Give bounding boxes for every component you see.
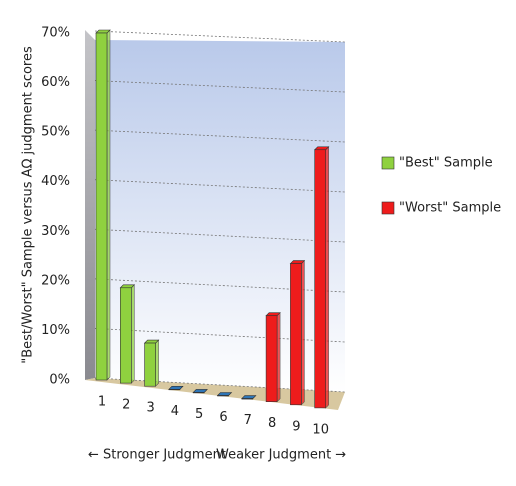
y-tick-label: 50% — [41, 125, 70, 140]
bar — [95, 29, 111, 381]
bar — [192, 389, 208, 394]
y-tick-label: 20% — [41, 273, 70, 288]
legend-swatch — [381, 156, 395, 170]
grid-line — [94, 129, 346, 143]
x-tick-label: 1 — [98, 395, 106, 410]
y-tick-label: 10% — [41, 323, 70, 338]
bar-front — [314, 149, 327, 409]
grid-line — [94, 30, 346, 43]
x-tick-label: 9 — [292, 419, 300, 434]
bar-front — [217, 395, 229, 397]
bar-side — [131, 284, 135, 384]
bar — [265, 311, 281, 403]
grid-line — [94, 179, 346, 193]
x-note-left: ← Stronger Judgment — [88, 448, 226, 463]
grid-line — [94, 80, 346, 93]
bar — [143, 339, 160, 387]
y-tick-label: 30% — [41, 224, 70, 239]
bar-front — [168, 388, 181, 391]
bar — [168, 385, 184, 391]
bar — [119, 284, 136, 384]
bar — [313, 146, 330, 409]
bar-side — [276, 311, 281, 403]
x-tick-label: 5 — [195, 407, 203, 422]
side-wall — [85, 30, 95, 380]
x-tick-label: 7 — [244, 413, 252, 428]
y-tick-label: 60% — [41, 75, 70, 90]
bar-side — [325, 146, 330, 409]
x-tick-label: 10 — [312, 422, 329, 437]
bar-front — [192, 392, 205, 394]
bar-side — [301, 259, 305, 406]
x-note-right: Weaker Judgment → — [216, 448, 346, 463]
bar-front — [265, 315, 278, 403]
y-axis-title: "Best/Worst" Sample versus AΩ judgment s… — [21, 46, 36, 364]
x-tick-label: 3 — [146, 401, 154, 416]
bar-side — [155, 339, 159, 387]
bar-front — [290, 263, 302, 406]
y-tick-label: 0% — [49, 373, 70, 388]
y-tick-label: 70% — [41, 26, 70, 41]
grid-line — [94, 228, 346, 243]
legend-swatch — [381, 201, 395, 215]
x-tick-label: 4 — [171, 404, 179, 419]
legend-label: "Best" Sample — [399, 156, 493, 171]
bar-front — [120, 287, 132, 384]
x-tick-label: 8 — [268, 416, 276, 431]
x-tick-label: 2 — [122, 398, 130, 413]
bar — [289, 259, 306, 406]
bar-side — [106, 29, 111, 381]
bar-front — [241, 398, 254, 400]
y-tick-label: 40% — [41, 174, 70, 189]
x-tick-label: 6 — [219, 410, 227, 425]
bar — [241, 395, 257, 400]
legend-label: "Worst" Sample — [399, 201, 501, 216]
bar-front — [95, 32, 108, 381]
back-wall — [95, 40, 345, 392]
bar — [216, 392, 233, 397]
bar-front — [144, 342, 156, 387]
